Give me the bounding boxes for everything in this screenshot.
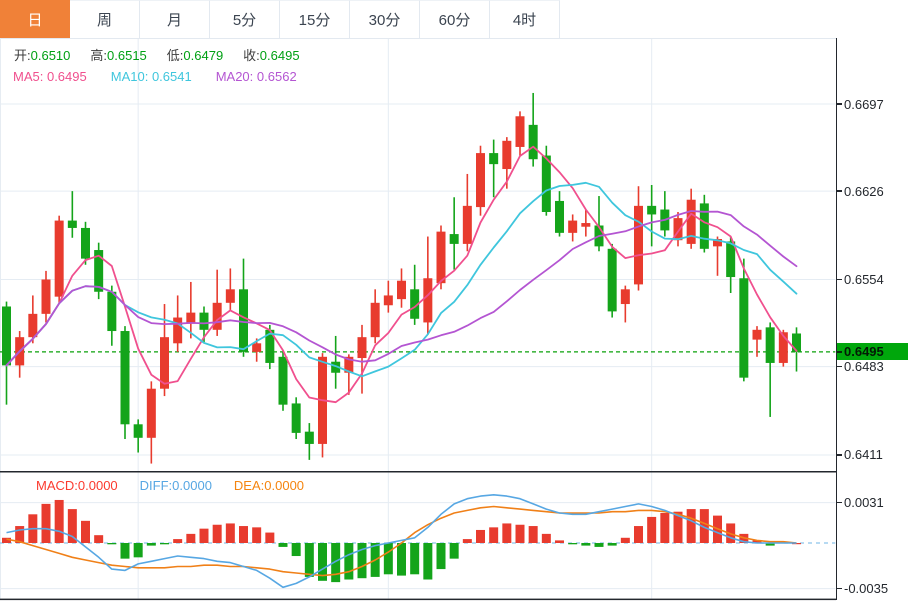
tab-7-60分[interactable]: 60分	[420, 0, 490, 38]
ohlc-readout: 开:0.6510 高:0.6515 低:0.6479 收:0.6495	[14, 48, 300, 64]
tab-6-30分[interactable]: 30分	[350, 0, 420, 38]
tab-8-4时[interactable]: 4时	[490, 0, 560, 38]
ma-readout: MA5: 0.6495 MA10: 0.6541 MA20: 0.6562	[13, 69, 297, 85]
axis-tick-mark	[837, 190, 842, 192]
macd-tick--0.0035: -0.0035	[837, 581, 888, 597]
high-readout: 高:0.6515	[90, 48, 147, 63]
axis-tick-mark	[837, 454, 842, 456]
macd-value-readout: MACD:0.0000	[36, 478, 118, 493]
axis-tick-mark	[837, 278, 842, 281]
diff-value-readout: DIFF:0.0000	[139, 478, 212, 493]
ma5-readout: MA5: 0.6495	[13, 69, 87, 84]
tab-4-5分[interactable]: 5分	[210, 0, 280, 38]
axis-tick-mark	[837, 103, 842, 105]
axis-tick-mark	[837, 351, 842, 353]
ma10-readout: MA10: 0.6541	[110, 69, 192, 84]
price-tick-0.6483: 0.6483	[837, 359, 884, 375]
tab-3-月[interactable]: 月	[140, 0, 210, 38]
tab-2-周[interactable]: 周	[70, 0, 140, 38]
left-border	[0, 38, 1, 600]
macd-tick-0.0031: 0.0031	[837, 495, 884, 511]
macd-readout: MACD:0.0000 DIFF:0.0000 DEA:0.0000	[36, 478, 304, 494]
low-readout: 低:0.6479	[166, 48, 224, 63]
close-readout: 收:0.6495	[243, 48, 300, 63]
price-tick-0.6697: 0.6697	[837, 96, 884, 112]
price-tick-0.6554: 0.6554	[837, 271, 884, 287]
tab-5-15分[interactable]: 15分	[280, 0, 350, 38]
axis-tick-mark	[837, 587, 842, 590]
dea-value-readout: DEA:0.0000	[233, 478, 305, 493]
price-tick-0.6626: 0.6626	[837, 183, 884, 199]
ma20-readout: MA20: 0.6562	[215, 69, 297, 84]
axis-tick-mark	[837, 501, 842, 504]
axis-tick-mark	[837, 365, 842, 368]
open-readout: 开:0.6510	[14, 48, 71, 63]
last-price-value: 0.6495	[844, 344, 884, 360]
price-axis: 0.6495 0.6697 0.6626 0.6554 0.6483 0.6411 0.0…	[836, 38, 909, 600]
price-tick-0.6411: 0.6411	[837, 447, 883, 463]
tab-bar: 日周月 5分 15分 30分 60分 4时	[0, 0, 909, 39]
chart-canvas[interactable]	[0, 38, 836, 603]
last-price-tag: 0.6495	[837, 343, 908, 361]
tab-1-日[interactable]: 日	[0, 0, 70, 38]
